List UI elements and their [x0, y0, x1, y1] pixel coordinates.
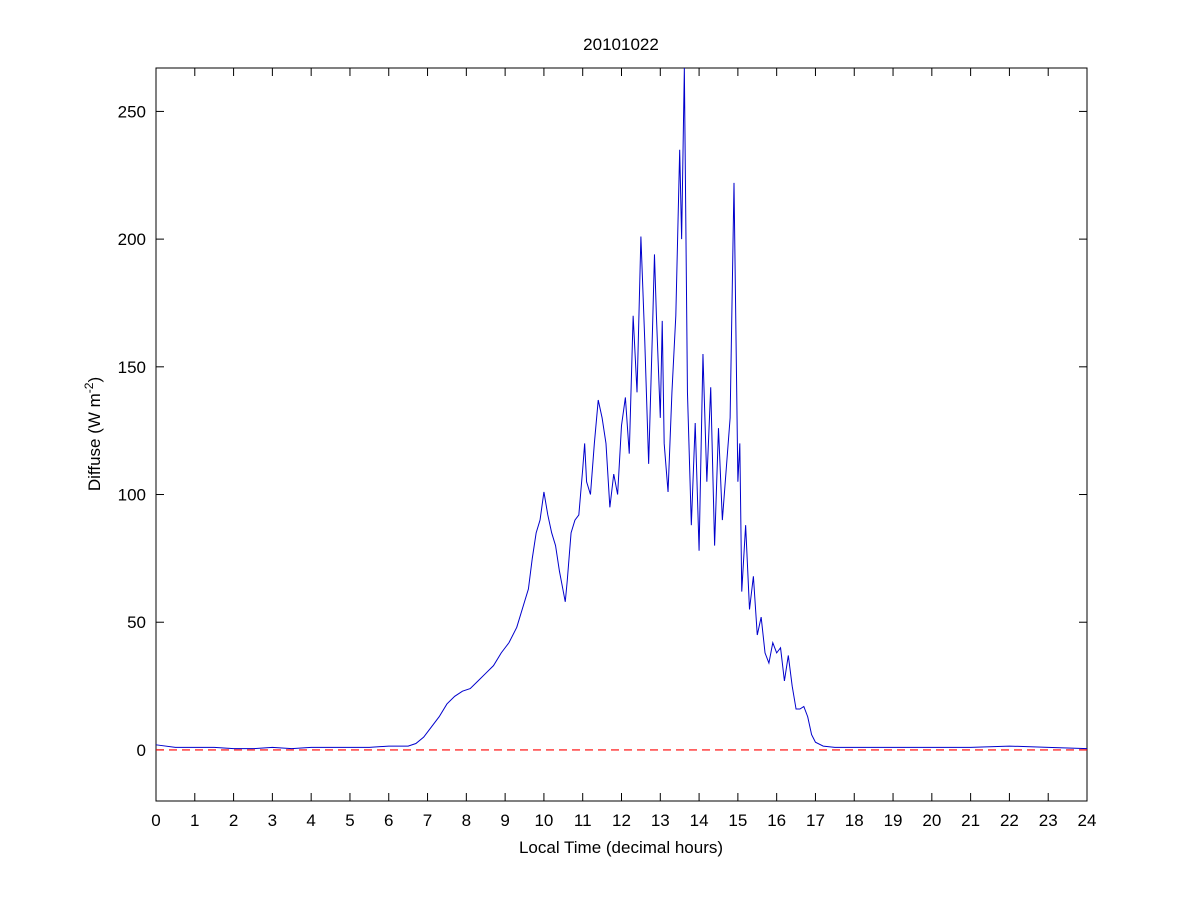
x-tick-label: 16	[767, 811, 786, 830]
x-tick-label: 7	[423, 811, 432, 830]
y-tick-label: 250	[118, 102, 146, 121]
y-label-main: Diffuse (W m	[85, 393, 104, 491]
x-tick-label: 17	[806, 811, 825, 830]
x-tick-label: 9	[500, 811, 509, 830]
x-tick-label: 14	[690, 811, 709, 830]
x-tick-label: 11	[574, 811, 592, 830]
x-tick-label: 18	[845, 811, 864, 830]
data-line	[155, 67, 1088, 750]
y-tick-label: 200	[118, 230, 146, 249]
x-tick-label: 20	[922, 811, 941, 830]
x-tick-label: 4	[306, 811, 315, 830]
y-tick-label: 0	[137, 741, 146, 760]
x-tick-label: 21	[961, 811, 980, 830]
x-tick-label: 23	[1039, 811, 1058, 830]
x-tick-label: 12	[612, 811, 631, 830]
x-axis-label: Local Time (decimal hours)	[519, 838, 723, 857]
chart-title: 20101022	[583, 35, 659, 54]
x-tick-label: 13	[651, 811, 670, 830]
plot-area	[155, 67, 1088, 802]
x-tick-label: 24	[1078, 811, 1097, 830]
x-tick-label: 0	[151, 811, 160, 830]
x-tick-label: 10	[534, 811, 553, 830]
y-tick-label: 50	[127, 613, 146, 632]
x-tick-label: 5	[345, 811, 354, 830]
x-tick-label: 6	[384, 811, 393, 830]
x-tick-label: 3	[268, 811, 277, 830]
x-tick-label: 2	[229, 811, 238, 830]
y-label-sup: -2	[82, 382, 96, 393]
x-tick-label: 15	[728, 811, 747, 830]
y-label-end: )	[85, 377, 104, 383]
y-tick-label: 100	[118, 486, 146, 505]
x-tick-label: 8	[462, 811, 471, 830]
x-tick-label: 22	[1000, 811, 1019, 830]
y-axis-label: Diffuse (W m-2)	[82, 377, 104, 491]
x-tick-label: 1	[190, 811, 199, 830]
y-tick-label: 150	[118, 358, 146, 377]
x-tick-label: 19	[884, 811, 903, 830]
